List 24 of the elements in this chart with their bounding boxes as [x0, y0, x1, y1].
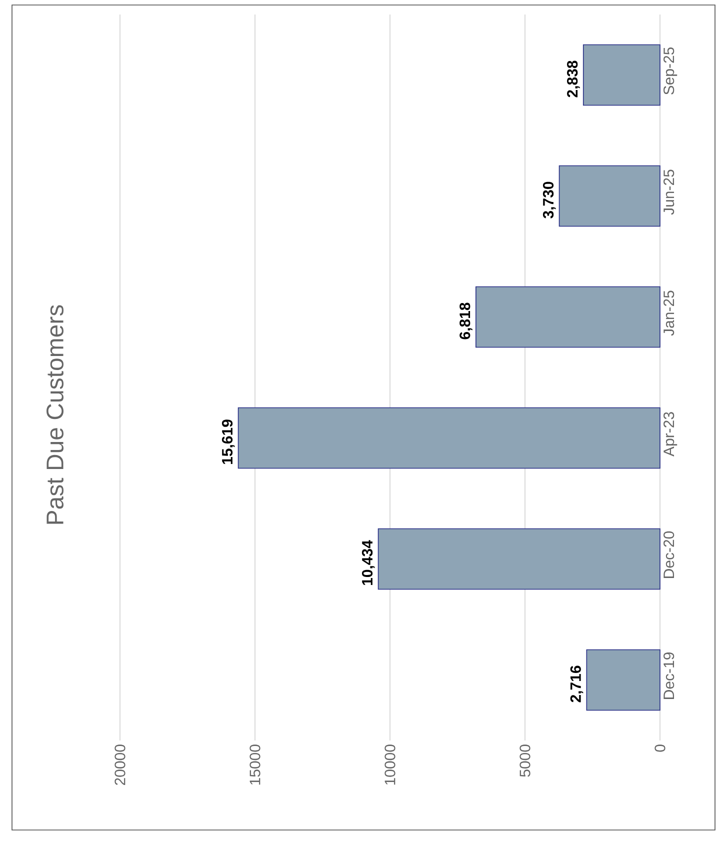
y-tick-label: Sep-25 [664, 47, 678, 95]
bar [378, 528, 660, 590]
x-tick-label: 0 [654, 744, 666, 752]
bar [476, 286, 660, 348]
x-tick-label: 10000 [384, 744, 396, 785]
y-tick-label: Dec-20 [664, 531, 674, 578]
bar [238, 407, 660, 469]
data-label: 2,716 [570, 666, 584, 702]
bar [558, 165, 660, 227]
y-tick-label: Jan-25 [664, 290, 674, 336]
x-tick-label: 5000 [520, 744, 530, 777]
x-tick-label: 20000 [114, 744, 126, 785]
bar [582, 44, 660, 106]
y-tick-label: Apr-23 [664, 412, 678, 456]
data-label: 3,730 [542, 182, 556, 218]
bar [586, 649, 660, 711]
text: Past Due Customers [46, 305, 64, 524]
data-label: 15,619 [222, 420, 235, 464]
y-tick-label: Jun-25 [664, 170, 674, 215]
data-label: 6,818 [460, 302, 472, 340]
y-tick-label: Dec-19 [664, 652, 674, 699]
x-tick-label: 15000 [250, 744, 260, 785]
data-label: 2,838 [567, 60, 580, 98]
data-label: 10,434 [362, 540, 375, 585]
